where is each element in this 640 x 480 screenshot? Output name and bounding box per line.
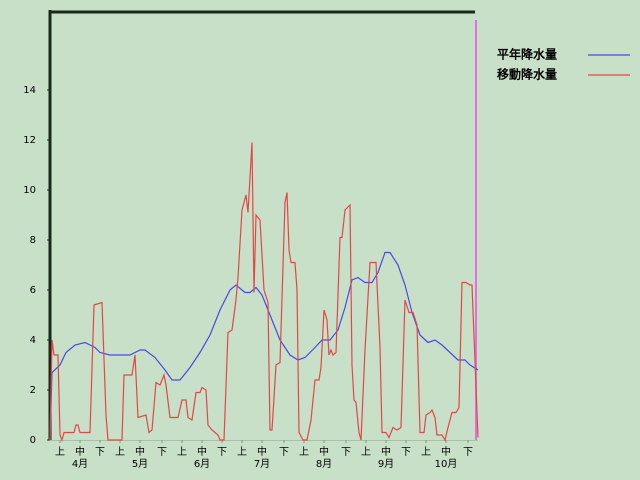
month-label: 4月 — [72, 458, 88, 470]
y-tick-label: 6 — [30, 285, 36, 296]
y-tick-label: 4 — [30, 335, 36, 346]
x-tick-label: 上 — [237, 446, 247, 458]
x-tick-label: 上 — [421, 446, 431, 458]
month-label: 8月 — [316, 458, 332, 470]
x-tick-label: 下 — [341, 447, 351, 458]
x-tick-label: 下 — [217, 447, 227, 458]
x-tick-label: 中 — [135, 445, 145, 458]
y-tick-label: 2 — [30, 385, 36, 396]
x-tick-label: 中 — [441, 445, 451, 458]
series-line — [49, 142, 479, 442]
y-tick-label: 14 — [23, 85, 36, 96]
month-label: 9月 — [378, 458, 394, 470]
x-tick-label: 上 — [115, 446, 125, 458]
x-tick-label: 上 — [55, 446, 65, 458]
month-label: 7月 — [254, 458, 270, 470]
x-tick-label: 上 — [299, 446, 309, 458]
x-tick-label: 上 — [177, 446, 187, 458]
legend-label: 平年降水量 — [497, 47, 557, 62]
y-tick-label: 0 — [30, 435, 36, 446]
x-tick-label: 上 — [361, 446, 371, 458]
x-tick-label: 下 — [157, 447, 167, 458]
x-tick-label: 中 — [75, 445, 85, 458]
y-tick-label: 8 — [30, 235, 36, 246]
y-tick-label: 10 — [23, 185, 36, 196]
month-label: 10月 — [435, 458, 458, 470]
x-tick-label: 中 — [197, 445, 207, 458]
x-tick-label: 中 — [257, 445, 267, 458]
legend-label: 移動降水量 — [497, 67, 557, 82]
x-tick-label: 中 — [381, 445, 391, 458]
x-tick-label: 下 — [401, 447, 411, 458]
y-tick-label: 12 — [23, 135, 36, 146]
x-tick-label: 中 — [319, 445, 329, 458]
x-tick-label: 下 — [463, 447, 473, 458]
month-label: 5月 — [132, 458, 148, 470]
month-label: 6月 — [194, 458, 210, 470]
x-tick-label: 下 — [279, 447, 289, 458]
x-tick-label: 下 — [95, 447, 105, 458]
